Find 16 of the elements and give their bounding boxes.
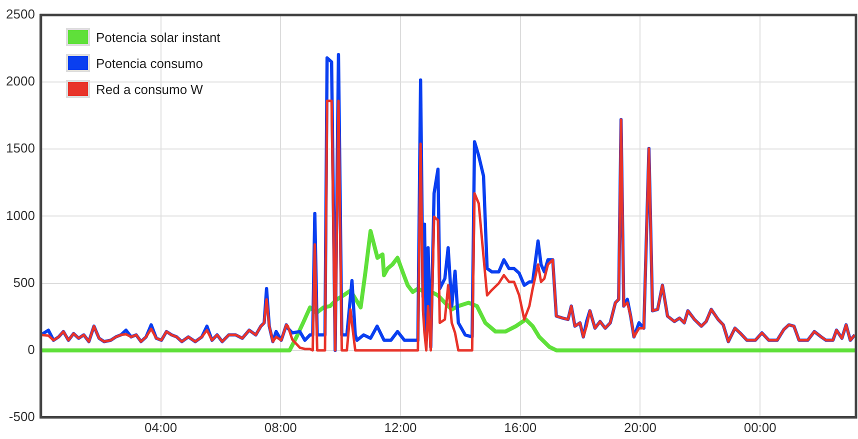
legend-label: Potencia consumo xyxy=(96,56,203,70)
y-tick-label: -500 xyxy=(8,408,35,424)
x-tick-label: 12:00 xyxy=(384,420,417,435)
legend-label: Potencia solar instant xyxy=(96,30,220,44)
x-tick-label: 04:00 xyxy=(144,420,178,435)
y-tick-label: 1500 xyxy=(6,140,35,156)
y-tick-label: 0 xyxy=(28,342,35,357)
x-tick-label: 20:00 xyxy=(624,420,657,435)
y-tick-label: 500 xyxy=(13,274,35,290)
y-tick-label: 2500 xyxy=(6,6,35,22)
y-tick-label: 1000 xyxy=(6,208,35,223)
y-tick-label: 2000 xyxy=(6,74,35,89)
x-tick-label: 16:00 xyxy=(504,420,537,435)
x-tick-label: 08:00 xyxy=(264,420,297,435)
legend-label: Red a consumo W xyxy=(96,82,203,96)
x-tick-label: 00:00 xyxy=(744,420,776,435)
